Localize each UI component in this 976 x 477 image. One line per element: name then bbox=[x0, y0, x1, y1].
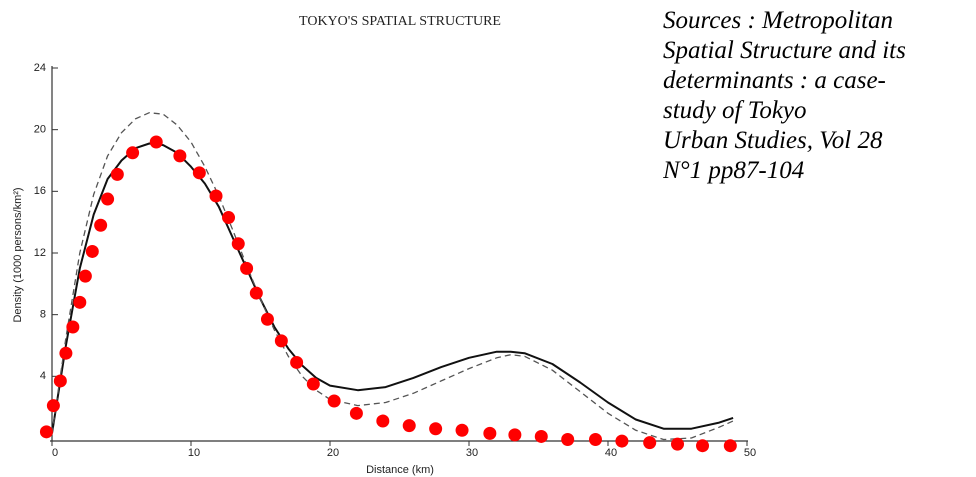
data-point bbox=[402, 419, 416, 433]
line-series bbox=[51, 112, 734, 441]
note-line: Urban Studies, Vol 28 bbox=[663, 127, 883, 154]
data-point bbox=[231, 237, 245, 251]
data-point bbox=[671, 437, 684, 451]
note-line: study of Tokyo bbox=[663, 97, 807, 124]
data-point bbox=[126, 146, 140, 160]
data-point bbox=[53, 374, 67, 388]
data-point bbox=[110, 167, 124, 181]
data-point bbox=[173, 149, 187, 163]
data-point bbox=[376, 414, 390, 428]
data-point bbox=[209, 189, 223, 203]
note-line: determinants : a case- bbox=[663, 67, 886, 94]
data-point bbox=[73, 295, 87, 309]
x-tick-label: 30 bbox=[466, 447, 478, 459]
data-point bbox=[349, 406, 363, 420]
data-point bbox=[149, 135, 163, 149]
data-point bbox=[46, 399, 60, 413]
data-point bbox=[723, 439, 737, 453]
data-point bbox=[561, 433, 575, 447]
chart-title: TOKYO'S SPATIAL STRUCTURE bbox=[299, 14, 501, 29]
data-point bbox=[192, 166, 206, 180]
data-point bbox=[588, 433, 602, 447]
x-tick-label: 0 bbox=[52, 447, 58, 459]
y-tick-label: 16 bbox=[34, 185, 46, 197]
data-point bbox=[615, 434, 629, 448]
x-axis-label: Distance (km) bbox=[366, 464, 434, 476]
data-point bbox=[508, 428, 522, 442]
data-point bbox=[249, 286, 263, 300]
data-point bbox=[66, 320, 80, 334]
x-tick-label: 40 bbox=[605, 447, 617, 459]
data-point bbox=[429, 422, 443, 436]
x-tick-label: 20 bbox=[327, 447, 339, 459]
y-tick-label: 4 bbox=[40, 370, 46, 382]
data-point bbox=[643, 436, 657, 450]
data-point bbox=[327, 394, 341, 408]
y-axis-label: Density (1000 persons/km²) bbox=[12, 187, 24, 322]
y-tick-label: 8 bbox=[40, 309, 46, 321]
x-tick-label: 50 bbox=[744, 447, 756, 459]
data-point bbox=[39, 425, 53, 439]
note-line: N°1 pp87-104 bbox=[663, 157, 805, 184]
y-tick-label: 24 bbox=[34, 62, 46, 74]
data-point bbox=[290, 355, 304, 369]
data-point bbox=[85, 244, 99, 258]
data-point bbox=[59, 346, 73, 360]
data-point bbox=[260, 312, 274, 326]
data-point bbox=[274, 334, 288, 348]
data-point bbox=[534, 429, 548, 443]
note-line: Sources : Metropolitan bbox=[663, 7, 894, 34]
data-point bbox=[696, 439, 710, 453]
data-point bbox=[94, 218, 108, 232]
data-point bbox=[222, 211, 236, 225]
data-point bbox=[455, 423, 469, 437]
data-point bbox=[78, 269, 92, 283]
y-tick-label: 12 bbox=[34, 247, 46, 259]
note-line: Spatial Structure and its bbox=[663, 37, 906, 64]
y-tick-label: 20 bbox=[34, 124, 46, 136]
line-series bbox=[51, 142, 734, 434]
source-note: Sources : Metropolitan Spatial Structure … bbox=[663, 6, 973, 212]
data-point bbox=[483, 426, 497, 440]
x-tick-label: 10 bbox=[188, 447, 200, 459]
data-point bbox=[240, 261, 254, 275]
data-point bbox=[101, 192, 115, 206]
data-point bbox=[306, 377, 320, 391]
